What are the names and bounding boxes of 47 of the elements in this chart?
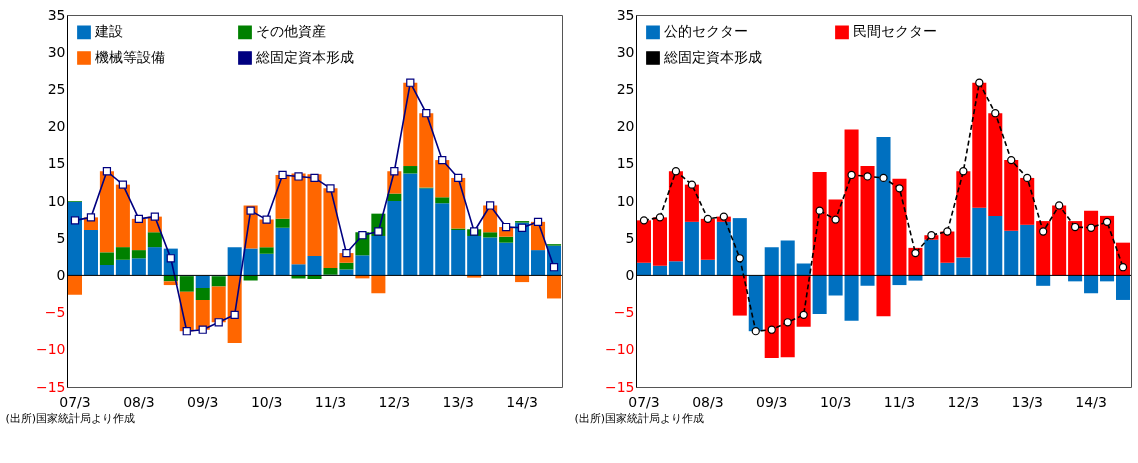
y-tick-label: −5 [44, 304, 66, 321]
y-tick-label: 20 [616, 118, 635, 135]
x-tick-label: 08/3 [123, 393, 155, 410]
x-tick-label: 14/3 [1075, 393, 1107, 410]
x-tick-label: 09/3 [187, 393, 219, 410]
y-tick-label: 20 [47, 118, 66, 135]
x-tick-label: 07/3 [59, 393, 91, 410]
y-tick-label: −10 [604, 341, 635, 358]
y-tick-label: 30 [616, 43, 635, 60]
y-tick-label: 10 [616, 192, 635, 209]
x-tick-label: 07/3 [628, 393, 660, 410]
y-tick-label: 35 [616, 6, 635, 23]
text: (出所)国家統計局より作成 [574, 412, 705, 425]
y-tick-label: 15 [47, 155, 66, 172]
y-tick-label: 25 [47, 80, 66, 97]
x-tick-label: 10/3 [250, 393, 283, 410]
legend-label: 総固定資本形成 [663, 49, 762, 65]
x-tick-label: 13/3 [442, 393, 474, 410]
x-tick-label: 10/3 [819, 393, 852, 410]
y-tick-label: 5 [625, 229, 635, 246]
legend-label: 総固定資本形成 [255, 49, 354, 65]
x-tick-label: 09/3 [756, 393, 788, 410]
legend-label: 機械等設備 [95, 49, 165, 65]
y-tick-label: 25 [616, 80, 635, 97]
y-tick-label: −10 [35, 341, 66, 358]
x-tick-label: 14/3 [506, 393, 538, 410]
x-tick-label: 12/3 [947, 393, 980, 410]
y-tick-label: 0 [56, 266, 66, 283]
text: (出所)国家統計局より作成 [5, 412, 136, 425]
y-tick-label: 15 [616, 155, 635, 172]
y-tick-label: 30 [47, 43, 66, 60]
y-tick-label: 0 [625, 266, 635, 283]
legend-label: 建設 [94, 23, 123, 40]
x-tick-label: 12/3 [378, 393, 411, 410]
x-tick-label: 11/3 [883, 393, 916, 410]
legend-label: その他資産 [256, 23, 326, 40]
y-tick-label: 5 [56, 229, 66, 246]
y-tick-label: 35 [47, 6, 66, 23]
x-tick-label: 08/3 [692, 393, 724, 410]
legend-label: 公的セクター [664, 23, 748, 40]
x-tick-label: 13/3 [1011, 393, 1043, 410]
y-tick-label: −15 [604, 378, 635, 395]
y-tick-label: −5 [613, 304, 635, 321]
x-tick-label: 11/3 [314, 393, 347, 410]
y-tick-label: 10 [47, 192, 66, 209]
legend-label: 民間セクター [853, 23, 937, 40]
y-tick-label: −15 [35, 378, 66, 395]
